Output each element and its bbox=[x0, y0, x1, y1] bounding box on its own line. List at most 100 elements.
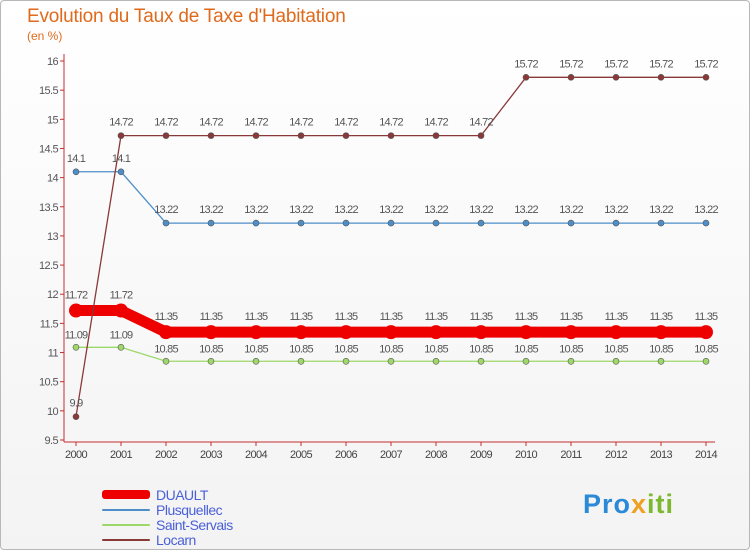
data-label-saint-servais: 10.85 bbox=[604, 343, 628, 355]
y-axis-unit-label: (en %) bbox=[27, 29, 63, 43]
x-tick-label: 2003 bbox=[200, 449, 223, 461]
x-tick-label: 2000 bbox=[65, 449, 88, 461]
data-point-saint-servais bbox=[162, 357, 170, 365]
data-label-plusquellec: 13.22 bbox=[649, 204, 673, 216]
data-point-locarn bbox=[297, 132, 305, 139]
legend: DUAULT Plusquellec Saint-Servais Locarn bbox=[102, 486, 233, 548]
x-tick-label: 2005 bbox=[290, 449, 313, 461]
data-label-saint-servais: 10.85 bbox=[334, 343, 358, 355]
legend-label: Saint-Servais bbox=[156, 516, 233, 533]
y-tick-label: 15 bbox=[47, 114, 59, 126]
data-point-plusquellec bbox=[252, 219, 260, 227]
data-point-locarn bbox=[567, 74, 575, 81]
proxiti-logo: Proxiti bbox=[583, 489, 674, 520]
data-label-saint-servais: 10.85 bbox=[559, 343, 583, 355]
data-label-locarn: 15.72 bbox=[559, 58, 583, 70]
data-label-locarn: 14.72 bbox=[199, 117, 223, 129]
data-label-locarn: 14.72 bbox=[469, 117, 493, 129]
data-label-duault: 11.72 bbox=[65, 290, 88, 302]
data-point-locarn bbox=[207, 132, 215, 139]
brand-part-2: x bbox=[631, 489, 648, 519]
data-label-duault: 11.35 bbox=[605, 311, 628, 323]
data-point-duault bbox=[564, 325, 578, 340]
data-label-locarn: 9.9 bbox=[70, 398, 84, 410]
x-tick-label: 2008 bbox=[425, 449, 448, 461]
data-label-plusquellec: 13.22 bbox=[694, 204, 718, 216]
data-label-plusquellec: 13.22 bbox=[244, 204, 268, 216]
x-tick-label: 2001 bbox=[110, 449, 133, 461]
data-label-plusquellec: 13.22 bbox=[559, 204, 583, 216]
x-tick-label: 2002 bbox=[155, 449, 178, 461]
data-point-plusquellec bbox=[162, 219, 170, 227]
y-tick-label: 12 bbox=[47, 289, 59, 301]
data-point-duault bbox=[249, 325, 263, 340]
data-label-saint-servais: 10.85 bbox=[649, 343, 673, 355]
data-point-saint-servais bbox=[567, 357, 575, 365]
data-point-saint-servais bbox=[657, 357, 665, 365]
data-point-locarn bbox=[162, 132, 170, 139]
data-label-saint-servais: 11.09 bbox=[110, 329, 133, 341]
data-label-duault: 11.35 bbox=[650, 311, 673, 323]
data-point-duault bbox=[69, 303, 83, 318]
data-point-plusquellec bbox=[342, 219, 350, 227]
data-point-plusquellec bbox=[567, 219, 575, 227]
data-label-plusquellec: 13.22 bbox=[199, 204, 223, 216]
data-point-plusquellec bbox=[72, 168, 80, 176]
x-tick-label: 2009 bbox=[470, 449, 493, 461]
data-label-saint-servais: 10.85 bbox=[154, 343, 178, 355]
data-point-locarn bbox=[477, 132, 485, 139]
legend-item-duault: DUAULT bbox=[102, 486, 233, 503]
data-label-duault: 11.35 bbox=[695, 311, 718, 323]
y-tick-label: 14 bbox=[47, 173, 59, 185]
y-tick-label: 12.5 bbox=[39, 260, 58, 272]
data-point-plusquellec bbox=[387, 219, 395, 227]
y-tick-label: 15.5 bbox=[39, 85, 58, 97]
data-label-locarn: 15.72 bbox=[649, 58, 673, 70]
data-point-locarn bbox=[252, 132, 260, 139]
line-chart: 9.5 10 10.5 11 11.5 12 12.5 13 13.5 14 14.5 15 15.5 1… bbox=[39, 54, 719, 461]
data-point-plusquellec bbox=[432, 219, 440, 227]
data-point-plusquellec bbox=[612, 219, 620, 227]
data-label-locarn: 14.72 bbox=[424, 117, 448, 129]
data-label-locarn: 14.72 bbox=[334, 117, 358, 129]
x-tick-label: 2004 bbox=[245, 449, 268, 461]
data-label-duault: 11.72 bbox=[110, 290, 133, 302]
data-point-duault bbox=[519, 325, 533, 340]
data-point-saint-servais bbox=[432, 357, 440, 365]
legend-swatch bbox=[102, 508, 150, 511]
data-point-saint-servais bbox=[522, 357, 530, 365]
data-label-saint-servais: 10.85 bbox=[469, 343, 493, 355]
data-label-plusquellec: 14.1 bbox=[112, 153, 131, 165]
data-label-locarn: 15.72 bbox=[694, 58, 718, 70]
y-tick-label: 13 bbox=[47, 231, 59, 243]
y-tick-label: 11.5 bbox=[40, 318, 59, 330]
data-label-saint-servais: 10.85 bbox=[379, 343, 403, 355]
x-tick-label: 2014 bbox=[695, 449, 718, 461]
legend-item-saint-servais: Saint-Servais bbox=[102, 516, 233, 533]
data-label-saint-servais: 10.85 bbox=[694, 343, 718, 355]
data-label-duault: 11.35 bbox=[560, 311, 583, 323]
data-label-duault: 11.35 bbox=[425, 311, 448, 323]
legend-swatch bbox=[102, 490, 150, 499]
brand-part-3: iti bbox=[647, 489, 675, 519]
data-point-locarn bbox=[432, 132, 440, 139]
data-label-plusquellec: 13.22 bbox=[154, 204, 178, 216]
data-point-duault bbox=[654, 325, 668, 340]
y-tick-label: 11 bbox=[48, 348, 59, 360]
y-tick-label: 16 bbox=[47, 56, 59, 68]
y-tick-label: 14.5 bbox=[39, 143, 58, 155]
data-label-saint-servais: 10.85 bbox=[244, 343, 268, 355]
data-label-locarn: 14.72 bbox=[154, 117, 178, 129]
data-label-saint-servais: 10.85 bbox=[514, 343, 538, 355]
data-label-locarn: 14.72 bbox=[379, 117, 403, 129]
data-point-locarn bbox=[342, 132, 350, 139]
data-point-saint-servais bbox=[387, 357, 395, 365]
data-point-saint-servais bbox=[117, 343, 125, 351]
data-point-duault bbox=[699, 325, 713, 340]
data-label-plusquellec: 13.22 bbox=[514, 204, 538, 216]
legend-label: DUAULT bbox=[156, 486, 208, 503]
data-point-plusquellec bbox=[297, 219, 305, 227]
data-label-saint-servais: 11.09 bbox=[65, 329, 88, 341]
data-label-duault: 11.35 bbox=[470, 311, 493, 323]
